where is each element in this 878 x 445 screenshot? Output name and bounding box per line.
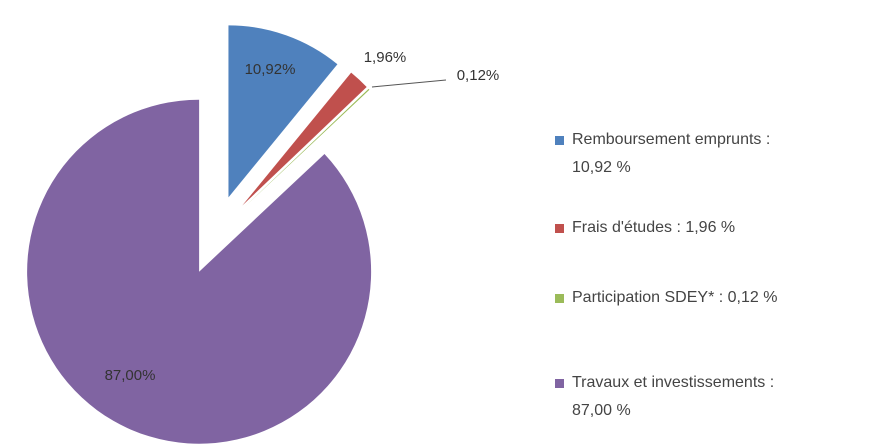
- legend-item: Frais d'études : 1,96 %: [555, 214, 735, 242]
- data-label: 1,96%: [364, 49, 407, 66]
- legend-label: Participation SDEY* : 0,12 %: [572, 289, 778, 306]
- legend-swatch: [555, 294, 564, 303]
- pie-slice: [27, 99, 372, 444]
- legend-label: Remboursement emprunts : 10,92 %: [572, 131, 771, 176]
- pie-slice: [242, 72, 367, 206]
- legend-item: Travaux et investissements : 87,00 %: [555, 369, 774, 425]
- data-label: 0,12%: [457, 67, 500, 84]
- data-label: 87,00%: [105, 367, 156, 384]
- legend-swatch: [555, 136, 564, 145]
- legend-swatch: [555, 224, 564, 233]
- data-label: 10,92%: [245, 61, 296, 78]
- legend-label: Frais d'études : 1,96 %: [572, 219, 736, 236]
- legend-label: Travaux et investissements : 87,00 %: [572, 374, 775, 419]
- leader-line: [371, 79, 447, 88]
- legend-item: Remboursement emprunts : 10,92 %: [555, 126, 770, 182]
- legend-item: Participation SDEY* : 0,12 %: [555, 284, 777, 312]
- legend-swatch: [555, 379, 564, 388]
- pie-slice: [244, 88, 370, 208]
- pie-slice: [228, 25, 338, 198]
